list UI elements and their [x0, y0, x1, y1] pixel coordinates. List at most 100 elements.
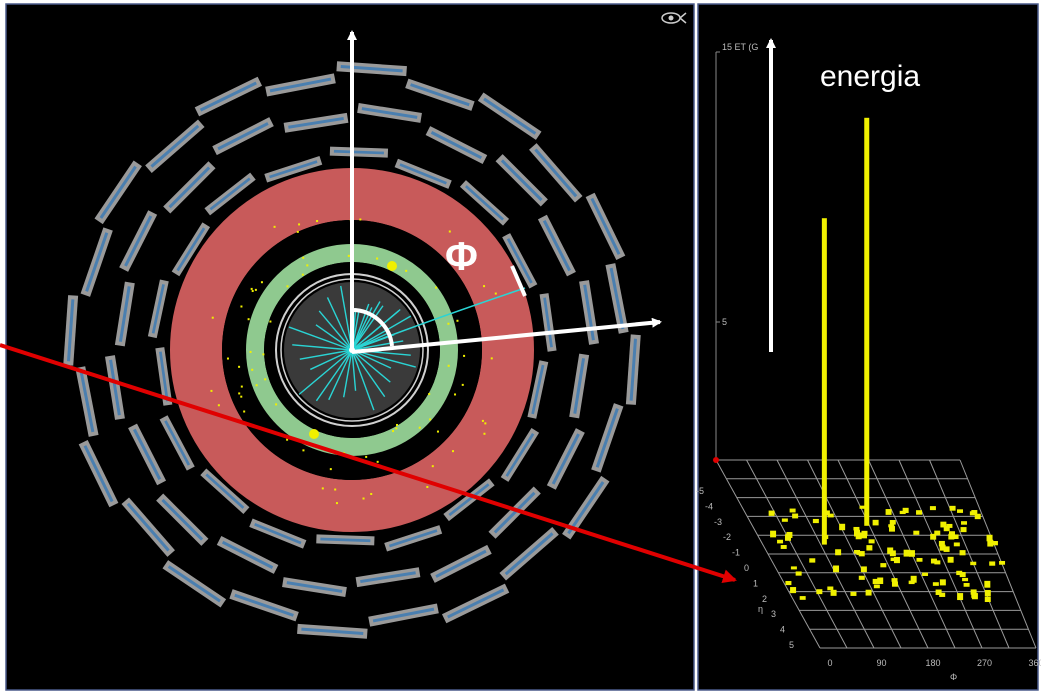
eye-icon[interactable]: [661, 12, 687, 24]
lego-deposit: [999, 560, 1006, 565]
lego-deposit: [939, 544, 946, 551]
lego-deposit: [939, 579, 946, 586]
track: [351, 349, 391, 383]
track: [288, 326, 353, 351]
deposit: [302, 256, 305, 259]
lego-deposit: [910, 575, 917, 583]
eta-tick: -2: [723, 532, 731, 542]
deposit: [298, 223, 301, 226]
deposit: [447, 364, 450, 367]
muon-chamber: [283, 112, 349, 133]
lego-deposit: [893, 556, 900, 564]
lego-deposit: [935, 589, 942, 595]
lego-deposit: [956, 570, 963, 576]
lego-deposit: [961, 521, 968, 525]
track: [351, 315, 412, 351]
lego-deposit: [963, 582, 970, 587]
phi-tick: 0: [827, 658, 832, 668]
lego-deposit: [799, 596, 806, 600]
muon-chamber: [605, 263, 629, 334]
grid-line: [715, 459, 821, 649]
muon-chamber: [336, 61, 407, 77]
muon-chamber: [529, 143, 583, 203]
deposit: [275, 403, 278, 406]
muon-chamber: [357, 103, 422, 123]
deposit: [396, 423, 399, 426]
lego-deposit: [938, 540, 945, 547]
muon-chamber: [145, 119, 205, 173]
muon-chamber: [316, 534, 375, 546]
muon-chamber: [500, 427, 540, 482]
grid-line: [837, 459, 929, 649]
phi-tick: 270: [977, 658, 992, 668]
lego-tower: [864, 117, 870, 526]
deposit-cluster: [387, 261, 397, 271]
lego-deposit: [952, 534, 959, 540]
muon-chamber: [162, 560, 227, 608]
muon-chamber: [128, 423, 167, 486]
muon-chamber: [591, 403, 624, 473]
eta-tick: -1: [732, 548, 740, 558]
muon-chamber: [355, 567, 421, 588]
eta-tick: -4: [705, 501, 713, 511]
lego-deposit: [866, 545, 873, 551]
energy-deposits: [210, 218, 497, 505]
muon-chamber: [171, 222, 211, 277]
deposit: [454, 393, 457, 396]
lego-deposit: [957, 593, 964, 601]
muon-chamber: [546, 428, 585, 490]
phi-marker: [510, 265, 527, 297]
lego-deposit: [962, 577, 969, 582]
track: [328, 349, 353, 401]
deposit: [240, 395, 243, 398]
deposit: [370, 492, 373, 495]
track-long: [351, 287, 526, 351]
lego-deposit: [984, 596, 991, 603]
lego-deposit: [971, 593, 978, 598]
lego-deposit: [959, 550, 966, 556]
deposit: [316, 220, 319, 223]
lego-deposit: [850, 591, 857, 596]
muon-chamber: [537, 214, 576, 277]
deposit: [296, 230, 299, 233]
muon-chamber: [155, 347, 173, 406]
track: [351, 349, 386, 398]
lego-deposit: [885, 509, 892, 515]
muon-chamber: [63, 295, 79, 366]
eta-tick: 5: [789, 640, 794, 650]
lego-deposit: [888, 524, 895, 528]
lego-deposit: [823, 510, 830, 516]
lego-deposit: [939, 592, 946, 597]
lego-deposit: [902, 507, 909, 513]
deposit: [273, 225, 276, 228]
track: [351, 349, 375, 411]
muon-chamber: [229, 589, 299, 622]
lego-deposit: [916, 557, 923, 562]
lego-deposit: [986, 534, 993, 542]
lego-deposit: [922, 572, 929, 576]
lego-deposit: [855, 532, 862, 540]
deposit: [431, 465, 434, 468]
muon-chamber: [194, 76, 263, 117]
deposit: [250, 287, 253, 290]
lego-deposit: [853, 526, 860, 531]
lego-deposit: [932, 582, 939, 586]
lego-deposit: [858, 575, 865, 580]
track: [351, 340, 404, 351]
deposit: [251, 290, 254, 293]
muon-chamber: [443, 478, 495, 522]
grid-line: [776, 459, 875, 649]
deposit: [240, 305, 243, 308]
z-axis-label: 15 ET (G: [722, 42, 758, 52]
deposit: [238, 392, 241, 395]
phi-tick: 180: [925, 658, 940, 668]
deposit: [481, 419, 484, 422]
lego-deposit: [959, 572, 966, 578]
eta-tick: 0: [744, 563, 749, 573]
lego-deposit: [833, 565, 840, 573]
lego-deposit: [827, 513, 834, 518]
phi-tick: 90: [876, 658, 886, 668]
deposit: [448, 230, 451, 233]
lego-deposit: [984, 580, 991, 588]
